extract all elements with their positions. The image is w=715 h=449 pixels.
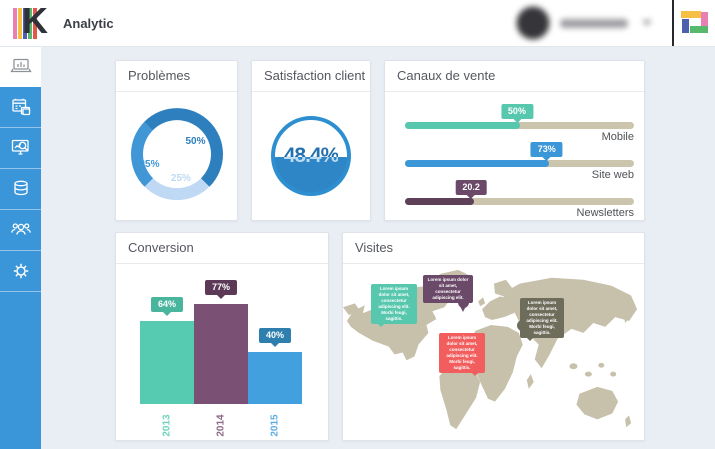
donut-chart: 50% 25% 25% (130, 108, 223, 201)
map-tooltip: Lorem ipsum dolor sit amet, consectetur … (520, 298, 564, 342)
sidebar-item-analytics[interactable] (0, 128, 41, 169)
map-tooltip: Lorem ipsum dolor sit amet, consectetur … (371, 284, 417, 328)
donut-label-25b: 25% (170, 173, 191, 185)
sidebar-nav (0, 46, 41, 449)
database-icon (9, 177, 33, 201)
sidebar-item-users[interactable] (0, 210, 41, 251)
bar-value-tooltip: 77% (204, 279, 238, 299)
logo-letter: K (22, 0, 48, 41)
bar-rect (194, 303, 248, 404)
sales-channel-row: 73% Site web (405, 142, 634, 181)
card-title-conversion: Conversion (116, 233, 328, 264)
card-title-visites: Visites (343, 233, 644, 264)
avatar[interactable] (516, 6, 550, 40)
bar-group: 77% 2014 (194, 279, 248, 437)
map-tooltip: Lorem ipsum dolor sit amet, consectetur … (423, 275, 473, 307)
bar-rect (140, 320, 194, 404)
donut-label-25a: 25% (139, 159, 160, 171)
bar-label: Site web (591, 169, 634, 181)
bar-group: 64% 2013 (140, 296, 194, 437)
bar-fill (405, 160, 550, 167)
card-canaux: Canaux de vente 50% Mobile 73% Site web … (384, 60, 645, 221)
sidebar-item-dashboard[interactable] (0, 46, 41, 87)
map-tooltip: Lorem ipsum dolor sit amet, consectetur … (439, 333, 485, 377)
settings-icon (9, 259, 33, 283)
bar-value-tooltip: 64% (150, 296, 184, 316)
satisfaction-value: 48.4% (283, 144, 340, 167)
card-visites: Visites (342, 232, 645, 441)
bar-group: 40% 2015 (248, 328, 302, 437)
user-menu[interactable] (516, 6, 652, 40)
bar-fill (405, 122, 520, 129)
main-content: Problèmes 50% 25% 25% Satisfaction clien… (41, 46, 715, 449)
header-divider (672, 0, 674, 46)
donut-label-50: 50% (185, 136, 206, 148)
card-satisfaction: Satisfaction client 48.4% (251, 60, 371, 221)
bar-label: Newsletters (576, 207, 634, 219)
conversion-bar-chart: 64% 2013 77% 2014 40% 2015 (140, 279, 302, 437)
bar-value-tooltip: 40% (258, 328, 292, 347)
x-axis-label: 2014 (215, 414, 227, 437)
app-logo[interactable]: K (13, 0, 49, 41)
sales-channel-row: 50% Mobile (405, 104, 634, 143)
bar-track (405, 122, 634, 129)
logo-stripes-icon (13, 7, 49, 39)
planning-icon (9, 95, 33, 119)
sales-channel-row: 20.2 Newsletters (405, 180, 634, 219)
bar-track (405, 198, 634, 205)
x-axis-label: 2015 (269, 414, 281, 437)
card-conversion: Conversion 64% 2013 77% 2014 40% (115, 232, 329, 441)
sidebar-item-planning[interactable] (0, 87, 41, 128)
bar-track (405, 160, 634, 167)
bar-rect (248, 352, 302, 404)
user-name-redacted (560, 18, 628, 28)
satisfaction-gauge: 48.4% (271, 116, 351, 196)
chevron-down-icon (642, 20, 652, 26)
top-header: K Analytic (0, 0, 715, 47)
card-title-satisfaction: Satisfaction client (252, 61, 370, 92)
app-title: Analytic (63, 15, 114, 31)
bar-fill (405, 198, 474, 205)
apps-grid-icon[interactable] (674, 0, 715, 46)
sidebar-item-settings[interactable] (0, 251, 41, 292)
card-problemes: Problèmes 50% 25% 25% (115, 60, 238, 221)
bar-value-tooltip: 50% (500, 104, 533, 123)
monitor-analytics-icon (9, 136, 33, 160)
x-axis-label: 2013 (161, 414, 173, 437)
card-title-problemes: Problèmes (116, 61, 237, 92)
bar-value-tooltip: 73% (530, 142, 563, 161)
dashboard-icon (9, 54, 33, 78)
bar-value-tooltip: 20.2 (455, 180, 487, 199)
card-title-canaux: Canaux de vente (385, 61, 644, 92)
bar-label: Mobile (601, 131, 634, 143)
users-icon (9, 218, 33, 242)
sidebar-item-data[interactable] (0, 169, 41, 210)
